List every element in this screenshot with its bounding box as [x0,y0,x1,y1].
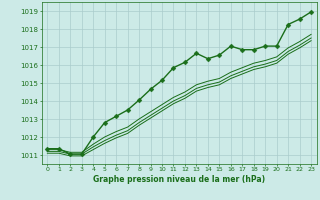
X-axis label: Graphe pression niveau de la mer (hPa): Graphe pression niveau de la mer (hPa) [93,175,265,184]
